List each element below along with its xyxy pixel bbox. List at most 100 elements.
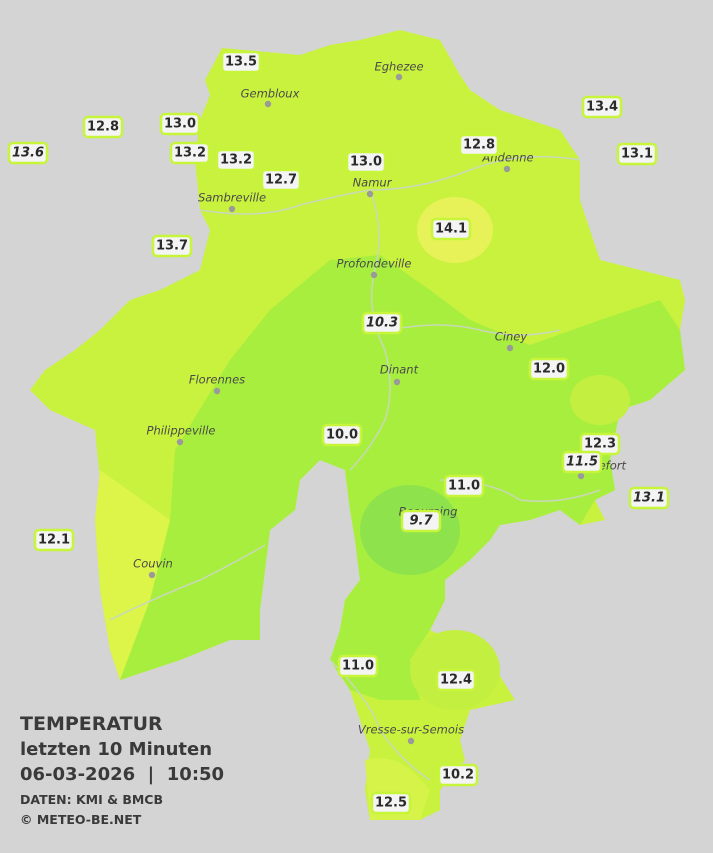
station: 13.6 bbox=[7, 141, 49, 165]
station-box bbox=[437, 763, 479, 787]
station-box bbox=[400, 509, 442, 533]
station-box bbox=[361, 311, 403, 335]
town-label: Profondeville bbox=[337, 257, 412, 271]
station: 13.1 bbox=[628, 486, 670, 510]
station-value: 13.0 bbox=[350, 155, 382, 170]
station: 9.7 bbox=[400, 509, 442, 533]
station: 13.5 bbox=[220, 50, 262, 74]
station: 11.0 bbox=[443, 474, 485, 498]
station-box bbox=[82, 115, 124, 139]
station-value: 11.5 bbox=[566, 455, 598, 470]
town-label: Dinant bbox=[380, 363, 419, 377]
station-box bbox=[430, 217, 472, 241]
station-value: 11.0 bbox=[448, 479, 480, 494]
station-value: 14.1 bbox=[435, 222, 467, 237]
station: 12.5 bbox=[370, 791, 412, 815]
station-box bbox=[370, 791, 412, 815]
zone-warm-spot bbox=[570, 375, 630, 425]
station: 10.3 bbox=[361, 311, 403, 335]
legend-copyright: © METEO-BE.NET bbox=[20, 812, 142, 827]
town-dot bbox=[407, 737, 415, 745]
station-value: 11.0 bbox=[342, 659, 374, 674]
town-dot bbox=[503, 165, 511, 173]
station: 12.3 bbox=[579, 432, 621, 456]
station: 12.7 bbox=[260, 168, 302, 192]
station-box bbox=[628, 486, 670, 510]
town-label: Florennes bbox=[189, 373, 245, 387]
station-value: 13.1 bbox=[633, 491, 665, 506]
town-dot bbox=[213, 387, 221, 395]
station: 13.4 bbox=[581, 95, 623, 119]
station: 11.0 bbox=[337, 654, 379, 678]
station-box bbox=[458, 133, 500, 157]
town-label: Vresse-sur-Semois bbox=[358, 723, 464, 737]
station: 13.7 bbox=[151, 234, 193, 258]
station-value: 12.5 bbox=[375, 796, 407, 811]
station-box bbox=[435, 668, 477, 692]
station: 13.0 bbox=[159, 112, 201, 136]
station-value: 10.3 bbox=[366, 316, 398, 331]
town-dot bbox=[366, 190, 374, 198]
station-value: 12.7 bbox=[265, 173, 297, 188]
town-label: Sambreville bbox=[198, 191, 266, 205]
legend-title: TEMPERATUR bbox=[20, 713, 163, 735]
station: 13.1 bbox=[616, 142, 658, 166]
station-box bbox=[33, 528, 75, 552]
town-dot bbox=[395, 73, 403, 81]
station: 12.4 bbox=[435, 668, 477, 692]
station-value: 10.2 bbox=[442, 768, 474, 783]
station-box bbox=[337, 654, 379, 678]
station-box bbox=[260, 168, 302, 192]
station: 12.0 bbox=[528, 357, 570, 381]
station: 10.2 bbox=[437, 763, 479, 787]
town-dot bbox=[393, 378, 401, 386]
station: 13.2 bbox=[215, 148, 257, 172]
town-dot bbox=[577, 472, 585, 480]
station: 11.5 bbox=[561, 450, 603, 474]
town-dot bbox=[506, 344, 514, 352]
town-dot bbox=[176, 438, 184, 446]
town-dot bbox=[264, 100, 272, 108]
station-value: 12.0 bbox=[533, 362, 565, 377]
legend-date: 06-03-2026 | 10:50 bbox=[20, 764, 224, 785]
station-value: 12.8 bbox=[87, 120, 119, 135]
station-box bbox=[528, 357, 570, 381]
station-value: 13.1 bbox=[621, 147, 653, 162]
station-value: 13.2 bbox=[220, 153, 252, 168]
station: 12.8 bbox=[82, 115, 124, 139]
station: 12.8 bbox=[458, 133, 500, 157]
zone-warm bbox=[95, 470, 170, 680]
town-label: Philippeville bbox=[147, 424, 216, 438]
station-box bbox=[443, 474, 485, 498]
station-value: 10.0 bbox=[326, 428, 358, 443]
station-box bbox=[345, 150, 387, 174]
station-box bbox=[169, 141, 211, 165]
station-value: 13.7 bbox=[156, 239, 188, 254]
station-box bbox=[220, 50, 262, 74]
station: 14.1 bbox=[430, 217, 472, 241]
station: 12.1 bbox=[33, 528, 75, 552]
town-dot bbox=[148, 571, 156, 579]
station-value: 12.4 bbox=[440, 673, 472, 688]
town-label: Eghezee bbox=[374, 60, 423, 74]
station-value: 12.8 bbox=[463, 138, 495, 153]
station-value: 12.1 bbox=[38, 533, 70, 548]
station-box bbox=[616, 142, 658, 166]
station-box bbox=[159, 112, 201, 136]
station: 10.0 bbox=[321, 423, 363, 447]
station-value: 13.2 bbox=[174, 146, 206, 161]
town-label: Couvin bbox=[133, 557, 173, 571]
legend-period: letzten 10 Minuten bbox=[20, 739, 212, 760]
station: 13.2 bbox=[169, 141, 211, 165]
legend-source: DATEN: KMI & BMCB bbox=[20, 792, 163, 807]
station-value: 9.7 bbox=[409, 514, 433, 529]
station-box bbox=[7, 141, 49, 165]
station-box bbox=[561, 450, 603, 474]
station-value: 13.6 bbox=[12, 146, 44, 161]
station-value: 12.3 bbox=[584, 437, 616, 452]
station-box bbox=[581, 95, 623, 119]
town-dot bbox=[370, 271, 378, 279]
town-label: Gembloux bbox=[241, 87, 300, 101]
